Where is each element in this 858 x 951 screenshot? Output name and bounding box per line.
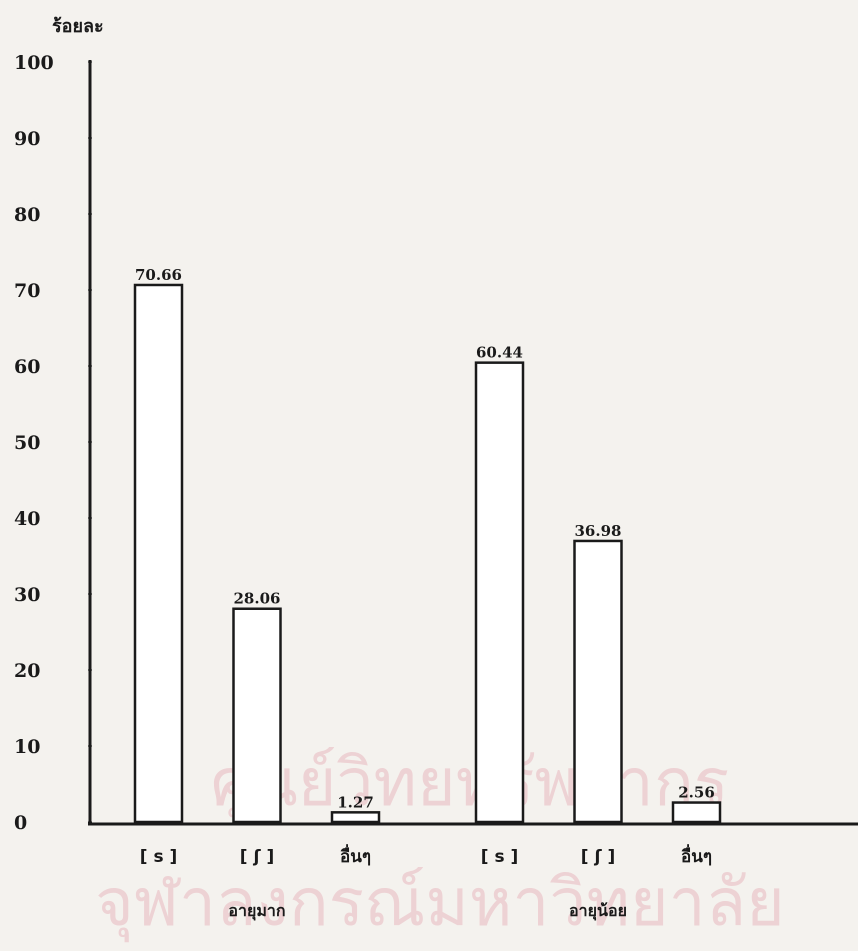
y-tick-label: 40 xyxy=(14,508,40,530)
y-tick-label: 80 xyxy=(14,204,40,226)
bar xyxy=(671,801,722,824)
bar xyxy=(573,539,623,824)
bar xyxy=(232,607,282,824)
y-tick-label: 70 xyxy=(14,280,40,302)
y-tick-label: 60 xyxy=(14,356,40,378)
y-tick-label: 20 xyxy=(14,660,40,682)
x-tick-label: [ s ] xyxy=(140,847,178,867)
value-label: 70.66 xyxy=(135,266,182,284)
value-label: 36.98 xyxy=(575,522,622,540)
value-label: 28.06 xyxy=(234,590,281,608)
y-tick-label: 30 xyxy=(14,584,40,606)
y-tick-label: 10 xyxy=(14,736,40,758)
y-tick-label: 100 xyxy=(14,52,54,74)
y-axis-label: ร้อยละ xyxy=(52,16,104,37)
x-tick-label: อื่นๆ xyxy=(681,844,712,867)
watermark: ศูนย์วิทยทรัพยากร xyxy=(211,744,730,823)
y-tick-label: 50 xyxy=(14,432,40,454)
y-tick-label: 0 xyxy=(14,812,27,834)
y-tick-label: 90 xyxy=(14,128,40,150)
x-tick-label: [ s ] xyxy=(481,847,519,867)
watermark: จุฬาลงกรณ์มหาวิทยาลัย xyxy=(95,864,785,943)
bar xyxy=(474,361,525,824)
x-tick-label: [ ʃ ] xyxy=(581,847,615,867)
group-label: อายุมาก xyxy=(228,901,285,921)
bar xyxy=(133,283,184,824)
value-label: 60.44 xyxy=(476,344,523,362)
value-label: 1.27 xyxy=(337,793,374,811)
group-label: อายุน้อย xyxy=(569,901,627,921)
bar xyxy=(330,811,381,824)
x-tick-label: อื่นๆ xyxy=(340,844,371,867)
x-tick-label: [ ʃ ] xyxy=(240,847,274,867)
value-label: 2.56 xyxy=(678,784,715,802)
